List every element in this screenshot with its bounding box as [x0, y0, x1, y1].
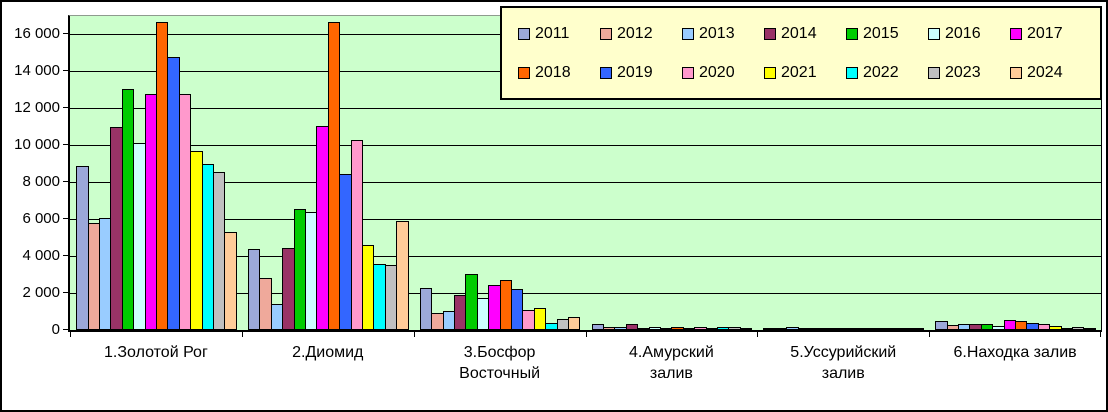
legend-item-2024: 2024 [1010, 64, 1092, 82]
legend-item-2017: 2017 [1010, 25, 1092, 43]
y-axis-tick [63, 218, 70, 220]
y-axis-tick [63, 107, 70, 109]
legend-swatch-icon [764, 66, 776, 79]
legend-label: 2012 [617, 24, 653, 42]
legend-label: 2013 [699, 24, 735, 42]
legend-item-2019: 2019 [600, 64, 682, 82]
gridline [70, 256, 1101, 258]
legend-item-2021: 2021 [764, 64, 846, 82]
legend-item-2020: 2020 [682, 64, 764, 82]
x-axis-tick [585, 330, 587, 337]
y-axis-label: 6 000 [22, 210, 60, 228]
y-axis-label: 0 [51, 321, 60, 338]
legend-swatch-icon [600, 66, 612, 79]
bar-2011 [935, 320, 948, 330]
legend-swatch-icon [928, 27, 940, 40]
legend-item-2013: 2013 [682, 25, 764, 43]
legend-swatch-icon [846, 66, 858, 79]
bar-2024 [224, 232, 237, 330]
legend-item-2014: 2014 [764, 25, 846, 43]
legend-swatch-icon [928, 66, 940, 79]
legend-label: 2011 [535, 24, 570, 42]
bar-2024 [567, 317, 581, 330]
legend-item-2015: 2015 [846, 25, 928, 43]
y-axis-tick [63, 181, 70, 183]
legend: 2011 2012 2013 2014 2015 2016 2017 2018 2019 2020… [500, 6, 1102, 100]
legend-label: 2015 [863, 24, 899, 42]
legend-label: 2017 [1027, 24, 1063, 42]
y-axis-label: 4 000 [22, 247, 60, 265]
legend-label: 2023 [945, 63, 981, 81]
y-axis-tick [63, 292, 70, 294]
legend-swatch-icon [682, 27, 694, 40]
legend-swatch-icon [764, 27, 776, 40]
bar-2020 [350, 139, 363, 330]
legend-item-2022: 2022 [846, 64, 928, 82]
legend-label: 2022 [863, 63, 899, 81]
bar-2012 [259, 278, 272, 330]
legend-label: 2019 [617, 63, 653, 81]
y-axis-label: 8 000 [22, 173, 60, 191]
gridline [70, 219, 1101, 221]
y-axis-tick [63, 144, 70, 146]
gridline [70, 145, 1101, 147]
legend-item-2023: 2023 [928, 64, 1010, 82]
legend-swatch-icon [600, 27, 612, 40]
legend-label: 2021 [781, 63, 817, 81]
legend-label: 2016 [945, 24, 981, 42]
x-axis-tick [1100, 330, 1101, 337]
x-axis-tick [929, 330, 931, 337]
legend-label: 2018 [535, 63, 571, 81]
y-axis-tick [63, 33, 70, 35]
gridline [70, 182, 1101, 184]
legend-item-2012: 2012 [600, 25, 682, 43]
legend-swatch-icon [682, 66, 694, 79]
legend-item-2011: 2011 [518, 25, 600, 43]
y-axis-label: 2 000 [22, 284, 60, 302]
y-axis-label: 12 000 [14, 99, 60, 117]
x-axis-tick [70, 330, 71, 337]
y-axis-label: 10 000 [14, 136, 60, 154]
y-axis-tick [63, 70, 70, 72]
bar-2011 [419, 287, 433, 330]
y-axis-label: 14 000 [14, 62, 60, 80]
gridline [70, 108, 1101, 110]
x-axis-tick [757, 330, 759, 337]
bar-2014 [625, 324, 639, 330]
legend-swatch-icon [846, 27, 858, 40]
legend-item-2018: 2018 [518, 64, 600, 82]
bar-2021 [533, 307, 547, 330]
bar-2024 [396, 221, 409, 330]
category-label: 2.Диомид [292, 344, 364, 361]
bar-2024 [911, 328, 925, 330]
category-label: 1.Золотой Рог [104, 344, 208, 361]
gridline [70, 293, 1101, 295]
x-axis-tick [241, 330, 243, 337]
y-axis-tick [63, 329, 70, 330]
legend-swatch-icon [1010, 66, 1022, 79]
y-axis-tick [63, 255, 70, 257]
bar-2021 [1049, 325, 1062, 330]
legend-item-2016: 2016 [928, 25, 1010, 43]
legend-swatch-icon [1010, 27, 1022, 40]
bar-2024 [1083, 327, 1096, 330]
y-axis-label: 16 000 [14, 25, 60, 43]
legend-label: 2014 [781, 24, 817, 42]
bar-2024 [739, 328, 753, 330]
category-label: 4.Амурский залив [629, 344, 714, 382]
legend-swatch-icon [518, 66, 530, 79]
category-label: 3.Босфор Восточный [459, 344, 541, 382]
category-label: 6.Находка залив [953, 344, 1077, 361]
legend-label: 2024 [1027, 63, 1063, 81]
legend-label: 2020 [699, 63, 735, 81]
legend-swatch-icon [518, 27, 530, 40]
category-label: 5.Уссурийский залив [790, 344, 897, 382]
x-axis-tick [413, 330, 415, 337]
